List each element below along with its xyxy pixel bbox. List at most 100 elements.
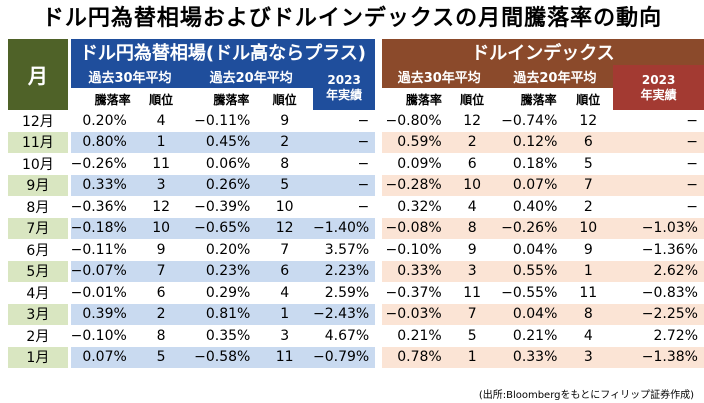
dxy-avg20-rank: 9 [563, 239, 614, 261]
table-row: 2月 −0.10% 8 0.35% 3 4.67% 0.21% 5 0.21% 4 2.72% [8, 325, 704, 347]
usdjpy-2023-change: − [312, 196, 376, 218]
month-cell: 4月 [8, 282, 68, 304]
usdjpy-avg20-rank: 5 [256, 174, 313, 196]
usdjpy-avg30-change: −0.11% [70, 239, 133, 261]
usdjpy-avg20-change: 0.23% [189, 260, 257, 282]
dxy-avg30-change: 0.09% [381, 153, 448, 175]
dxy-avg20-change: 0.55% [496, 260, 564, 282]
dxy-avg30-change: 0.32% [381, 196, 448, 218]
dxy-avg20-change: −0.74% [496, 110, 564, 132]
month-cell: 11月 [8, 131, 68, 153]
dxy-avg30-rank: 9 [447, 239, 497, 261]
dxy-avg20-change: 0.18% [496, 153, 564, 175]
usdjpy-avg30-rank: 6 [132, 282, 190, 304]
usdjpy-2023-change: 3.57% [312, 239, 376, 261]
usdjpy-2023-change: − [312, 110, 376, 132]
usdjpy-avg20-change: −0.11% [189, 110, 257, 132]
dxy-2023-change: −2.25% [613, 303, 704, 325]
dxy-avg30-rank: 12 [447, 110, 497, 132]
usdjpy-avg20-rank: 7 [256, 239, 313, 261]
usdjpy-2023-change: −2.43% [312, 303, 376, 325]
usdjpy-avg20-rank: 12 [256, 217, 313, 239]
usdjpy-avg20-change: −0.65% [189, 217, 257, 239]
dxy-avg20-change: −0.55% [496, 282, 564, 304]
dxy-avg20-rank: 12 [563, 110, 614, 132]
dxy-avg20-rank: 7 [563, 174, 614, 196]
usdjpy-2023-change: − [312, 131, 376, 153]
dxy-avg20-rank: 8 [563, 303, 614, 325]
dxy-avg30-change: 0.21% [381, 325, 448, 347]
dxy-avg20-change: 0.40% [496, 196, 564, 218]
usdjpy-2023-change: 2.59% [312, 282, 376, 304]
table-row: 12月 0.20% 4 −0.11% 9− −0.80% 12 −0.74% 12− [8, 110, 704, 132]
usdjpy-avg30-change: −0.07% [70, 260, 133, 282]
month-cell: 12月 [8, 110, 68, 132]
usdjpy-avg30-rank: 3 [132, 174, 190, 196]
dxy-avg20-rank: 2 [563, 196, 614, 218]
usdjpy-avg30-change: 0.33% [70, 174, 133, 196]
dxy-2023-change: − [613, 110, 704, 132]
dxy-avg30-change: −0.28% [381, 174, 448, 196]
usdjpy-avg20-rank: 1 [256, 303, 313, 325]
dxy-avg20-rank: 5 [563, 153, 614, 175]
dxy-2023-header: 2023年実績 [613, 65, 704, 110]
usdjpy-avg30-change: 0.20% [70, 110, 133, 132]
month-cell: 6月 [8, 239, 68, 261]
dxy-avg30-change: −0.37% [381, 282, 448, 304]
dxy-avg30-rank: 11 [447, 282, 497, 304]
dxy-avg20-rank: 10 [563, 217, 614, 239]
dxy-2023-change: − [613, 174, 704, 196]
dxy-avg20-rank-header: 順位 [563, 88, 614, 110]
dxy-avg20-change: 0.04% [496, 239, 564, 261]
table-row: 4月 −0.01% 6 0.29% 4 2.59% −0.37% 11 −0.55% 11 −0.8… [8, 282, 704, 304]
dxy-avg20-rank: 4 [563, 325, 614, 347]
usdjpy-2023-header: 2023年実績 [312, 65, 376, 110]
dxy-avg30-rank: 10 [447, 174, 497, 196]
usdjpy-avg20-change-header: 騰落率 [189, 88, 257, 110]
dxy-group-header: ドルインデックス [381, 39, 704, 65]
dxy-avg30-rank: 8 [447, 217, 497, 239]
usdjpy-avg30-rank: 9 [132, 239, 190, 261]
dxy-2023-change: 2.62% [613, 260, 704, 282]
usdjpy-avg20-rank: 4 [256, 282, 313, 304]
usdjpy-avg30-change: −0.26% [70, 153, 133, 175]
monthly-change-table: 月 ドル円為替相場(ドル高ならプラス) ドルインデックス 過去30年平均 過去2… [8, 39, 704, 368]
usdjpy-avg20-change: 0.35% [189, 325, 257, 347]
dxy-avg30-rank: 5 [447, 325, 497, 347]
usdjpy-avg30-rank: 11 [132, 153, 190, 175]
table-row: 3月 0.39% 2 0.81% 1 −2.43% −0.03% 7 0.04% 8 −2.25% [8, 303, 704, 325]
usdjpy-avg30-change: 0.80% [70, 131, 133, 153]
usdjpy-avg30-change-header: 騰落率 [70, 88, 133, 110]
usdjpy-avg30-rank: 2 [132, 303, 190, 325]
dxy-avg20-header: 過去20年平均 [496, 65, 614, 88]
usdjpy-avg20-rank: 9 [256, 110, 313, 132]
dxy-2023-change: − [613, 196, 704, 218]
dxy-avg30-rank: 1 [447, 346, 497, 368]
usdjpy-2023-change: − [312, 153, 376, 175]
usdjpy-avg30-header: 過去30年平均 [70, 65, 190, 88]
dxy-avg30-change: −0.10% [381, 239, 448, 261]
usdjpy-avg20-change: 0.29% [189, 282, 257, 304]
dxy-avg30-change: −0.08% [381, 217, 448, 239]
usdjpy-avg30-rank: 8 [132, 325, 190, 347]
dxy-2023-change: −0.83% [613, 282, 704, 304]
dxy-avg30-rank-header: 順位 [447, 88, 497, 110]
dxy-avg30-change: −0.80% [381, 110, 448, 132]
dxy-avg20-rank: 11 [563, 282, 614, 304]
dxy-2023-change: −1.38% [613, 346, 704, 368]
usdjpy-avg20-rank: 3 [256, 325, 313, 347]
dxy-avg30-change-header: 騰落率 [381, 88, 448, 110]
page-title: ドル円為替相場およびドルインデックスの月間騰落率の動向 [41, 6, 663, 31]
usdjpy-avg20-change: 0.06% [189, 153, 257, 175]
usdjpy-avg20-rank: 11 [256, 346, 313, 368]
dxy-avg20-change: −0.26% [496, 217, 564, 239]
usdjpy-avg30-change: −0.01% [70, 282, 133, 304]
table-row: 8月 −0.36% 12 −0.39% 10−0.32% 4 0.40% 2− [8, 196, 704, 218]
dxy-avg20-rank: 3 [563, 346, 614, 368]
table-row: 6月 −0.11% 9 0.20% 7 3.57% −0.10% 9 0.04% 9 −1.36% [8, 239, 704, 261]
dxy-avg20-change: 0.21% [496, 325, 564, 347]
usdjpy-avg20-change: 0.26% [189, 174, 257, 196]
usdjpy-avg30-rank: 1 [132, 131, 190, 153]
usdjpy-avg20-rank: 10 [256, 196, 313, 218]
usdjpy-avg20-change: 0.45% [189, 131, 257, 153]
